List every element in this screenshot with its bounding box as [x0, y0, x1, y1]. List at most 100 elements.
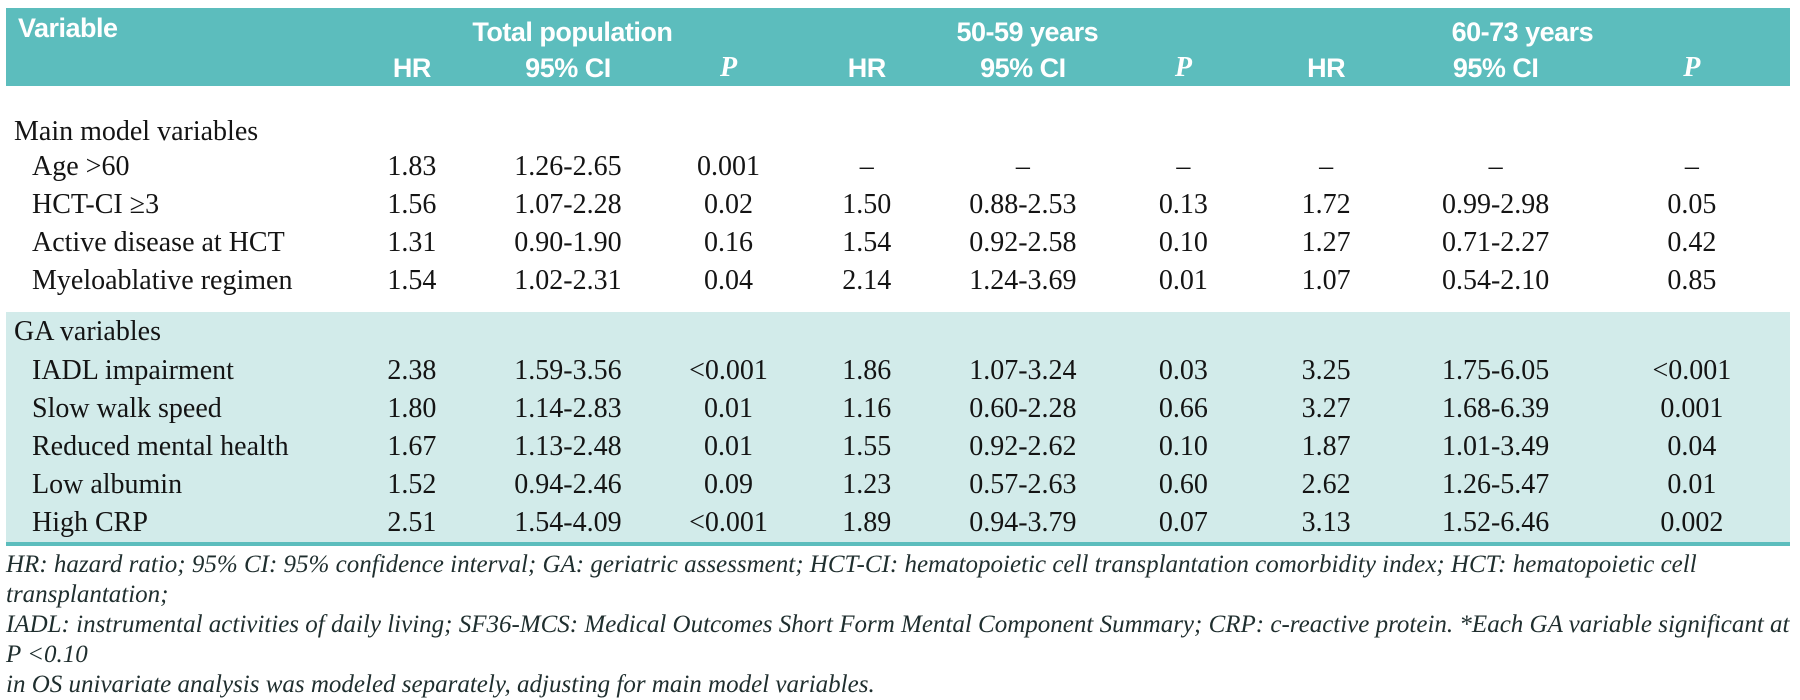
footnote-line: IADL: instrumental activities of daily l… — [6, 611, 1790, 668]
cell-ci: 1.59-3.56 — [478, 352, 658, 390]
cell-hr: 1.83 — [387, 151, 437, 182]
cell-hr: 1.55 — [799, 428, 934, 466]
table-row-reduced-mental-health: Reduced mental health 1.67 1.13-2.48 0.0… — [6, 428, 1790, 466]
subcolumn-header-row: HR 95% CI P HR 95% CI P HR 95% CI P — [6, 50, 1790, 86]
cell-ci: 0.90-1.90 — [514, 227, 622, 258]
cell-ci: 0.71-2.27 — [1441, 227, 1550, 258]
cell-hr: 1.27 — [1301, 227, 1351, 258]
cell-ci: – — [1488, 151, 1503, 182]
cell-p: 0.16 — [704, 227, 753, 258]
table-row-active-disease: Active disease at HCT 1.31 0.90-1.90 0.1… — [6, 224, 1790, 262]
cell-p: <0.001 — [657, 352, 800, 390]
footnote: HR: hazard ratio; 95% CI: 95% confidence… — [6, 550, 1790, 700]
cell-hr: 1.54 — [387, 265, 437, 296]
cell-p: 0.001 — [1593, 390, 1790, 428]
section-label: Main model variables — [14, 116, 259, 147]
cell-hr: 1.52 — [344, 466, 479, 504]
cell-p: 0.60 — [1112, 466, 1255, 504]
footnote-line: in OS univariate analysis was modeled se… — [6, 671, 875, 698]
cell-hr: – — [1319, 151, 1334, 182]
cell-hr: 1.87 — [1254, 428, 1398, 466]
table-row-iadl: IADL impairment 2.38 1.59-3.56 <0.001 1.… — [6, 352, 1790, 390]
cell-ci: 1.02-2.31 — [514, 265, 622, 296]
cell-ci: 1.68-6.39 — [1397, 390, 1594, 428]
cell-ci: 1.75-6.05 — [1397, 352, 1594, 390]
cell-hr: 2.38 — [344, 352, 479, 390]
table-row-myeloablative: Myeloablative regimen 1.54 1.02-2.31 0.0… — [6, 262, 1790, 300]
cell-ci: 1.13-2.48 — [478, 428, 658, 466]
row-label: Myeloablative regimen — [32, 265, 293, 296]
row-label: Slow walk speed — [6, 390, 345, 428]
table-row-slow-walk: Slow walk speed 1.80 1.14-2.83 0.01 1.16… — [6, 390, 1790, 428]
cell-ci: 0.57-2.63 — [933, 466, 1113, 504]
cell-ci: 1.52-6.46 — [1397, 504, 1594, 542]
table-figure: Variable Total population 50-59 years 60… — [6, 8, 1790, 700]
cell-p: 0.001 — [697, 151, 760, 182]
group-header-50-59-years: 50-59 years — [799, 8, 1255, 50]
group-header-total-population: Total population — [344, 8, 800, 50]
cell-p: 0.85 — [1667, 265, 1717, 296]
cell-hr: 3.27 — [1254, 390, 1398, 428]
subheader-hr: HR — [799, 50, 934, 86]
cell-hr: 1.31 — [387, 227, 437, 258]
table-row-hct-ci: HCT-CI ≥3 1.56 1.07-2.28 0.02 1.50 0.88-… — [6, 186, 1790, 224]
row-label: HCT-CI ≥3 — [32, 189, 160, 220]
cell-hr: 1.54 — [842, 227, 892, 258]
cell-p: <0.001 — [657, 504, 800, 542]
subheader-blank — [6, 50, 345, 86]
cell-hr: 1.80 — [344, 390, 479, 428]
cell-p: 0.002 — [1593, 504, 1790, 542]
row-label: High CRP — [6, 504, 345, 542]
footnote-divider — [6, 542, 1790, 546]
cell-ci: 1.07-3.24 — [933, 352, 1113, 390]
cell-p: – — [1176, 151, 1191, 182]
cell-hr: 3.13 — [1254, 504, 1398, 542]
row-label: IADL impairment — [6, 352, 345, 390]
cell-p: 0.04 — [1593, 428, 1790, 466]
group-header-60-73-years: 60-73 years — [1254, 8, 1790, 50]
hazard-ratio-table: Variable Total population 50-59 years 60… — [6, 8, 1790, 542]
footnote-line: HR: hazard ratio; 95% CI: 95% confidence… — [6, 551, 1697, 608]
cell-p: 0.03 — [1112, 352, 1255, 390]
cell-p: 0.07 — [1112, 504, 1255, 542]
cell-p: 0.66 — [1112, 390, 1255, 428]
cell-p: 0.05 — [1667, 189, 1717, 220]
cell-hr: 1.16 — [799, 390, 934, 428]
section-gap — [6, 300, 1790, 312]
subheader-hr: HR — [1254, 50, 1398, 86]
cell-ci: 1.07-2.28 — [514, 189, 622, 220]
cell-p: 0.01 — [1158, 265, 1208, 296]
cell-p: 0.42 — [1667, 227, 1717, 258]
table-row-high-crp: High CRP 2.51 1.54-4.09 <0.001 1.89 0.94… — [6, 504, 1790, 542]
variable-column-header: Variable — [6, 8, 345, 50]
cell-ci: 1.54-4.09 — [478, 504, 658, 542]
subheader-hr: HR — [344, 50, 479, 86]
cell-ci: 1.26-5.47 — [1397, 466, 1594, 504]
cell-ci: 0.94-2.46 — [478, 466, 658, 504]
subheader-p: P — [1112, 50, 1255, 86]
row-label: Age >60 — [32, 151, 130, 182]
cell-ci: 0.92-2.58 — [969, 227, 1077, 258]
cell-ci: 0.88-2.53 — [969, 189, 1077, 220]
cell-p: 0.10 — [1112, 428, 1255, 466]
section-header-main-model: Main model variables — [6, 86, 1790, 148]
cell-ci: 0.54-2.10 — [1441, 265, 1550, 296]
cell-hr: 1.56 — [387, 189, 437, 220]
table-header: Variable Total population 50-59 years 60… — [6, 8, 1790, 86]
cell-hr: 3.25 — [1254, 352, 1398, 390]
cell-p: 0.01 — [1593, 466, 1790, 504]
cell-hr: 2.62 — [1254, 466, 1398, 504]
cell-p: 0.10 — [1158, 227, 1208, 258]
group-header-row: Variable Total population 50-59 years 60… — [6, 8, 1790, 50]
section-label: GA variables — [6, 312, 1790, 352]
table-row-low-albumin: Low albumin 1.52 0.94-2.46 0.09 1.23 0.5… — [6, 466, 1790, 504]
cell-ci: – — [1015, 151, 1030, 182]
cell-ci: 0.94-3.79 — [933, 504, 1113, 542]
cell-hr: 1.86 — [799, 352, 934, 390]
table-row-age-60: Age >60 1.83 1.26-2.65 0.001 – – – – – – — [6, 148, 1790, 186]
subheader-ci: 95% CI — [1397, 50, 1594, 86]
cell-p: 0.01 — [657, 390, 800, 428]
subheader-p: P — [657, 50, 800, 86]
cell-p: 0.13 — [1158, 189, 1208, 220]
cell-p: – — [1684, 151, 1699, 182]
